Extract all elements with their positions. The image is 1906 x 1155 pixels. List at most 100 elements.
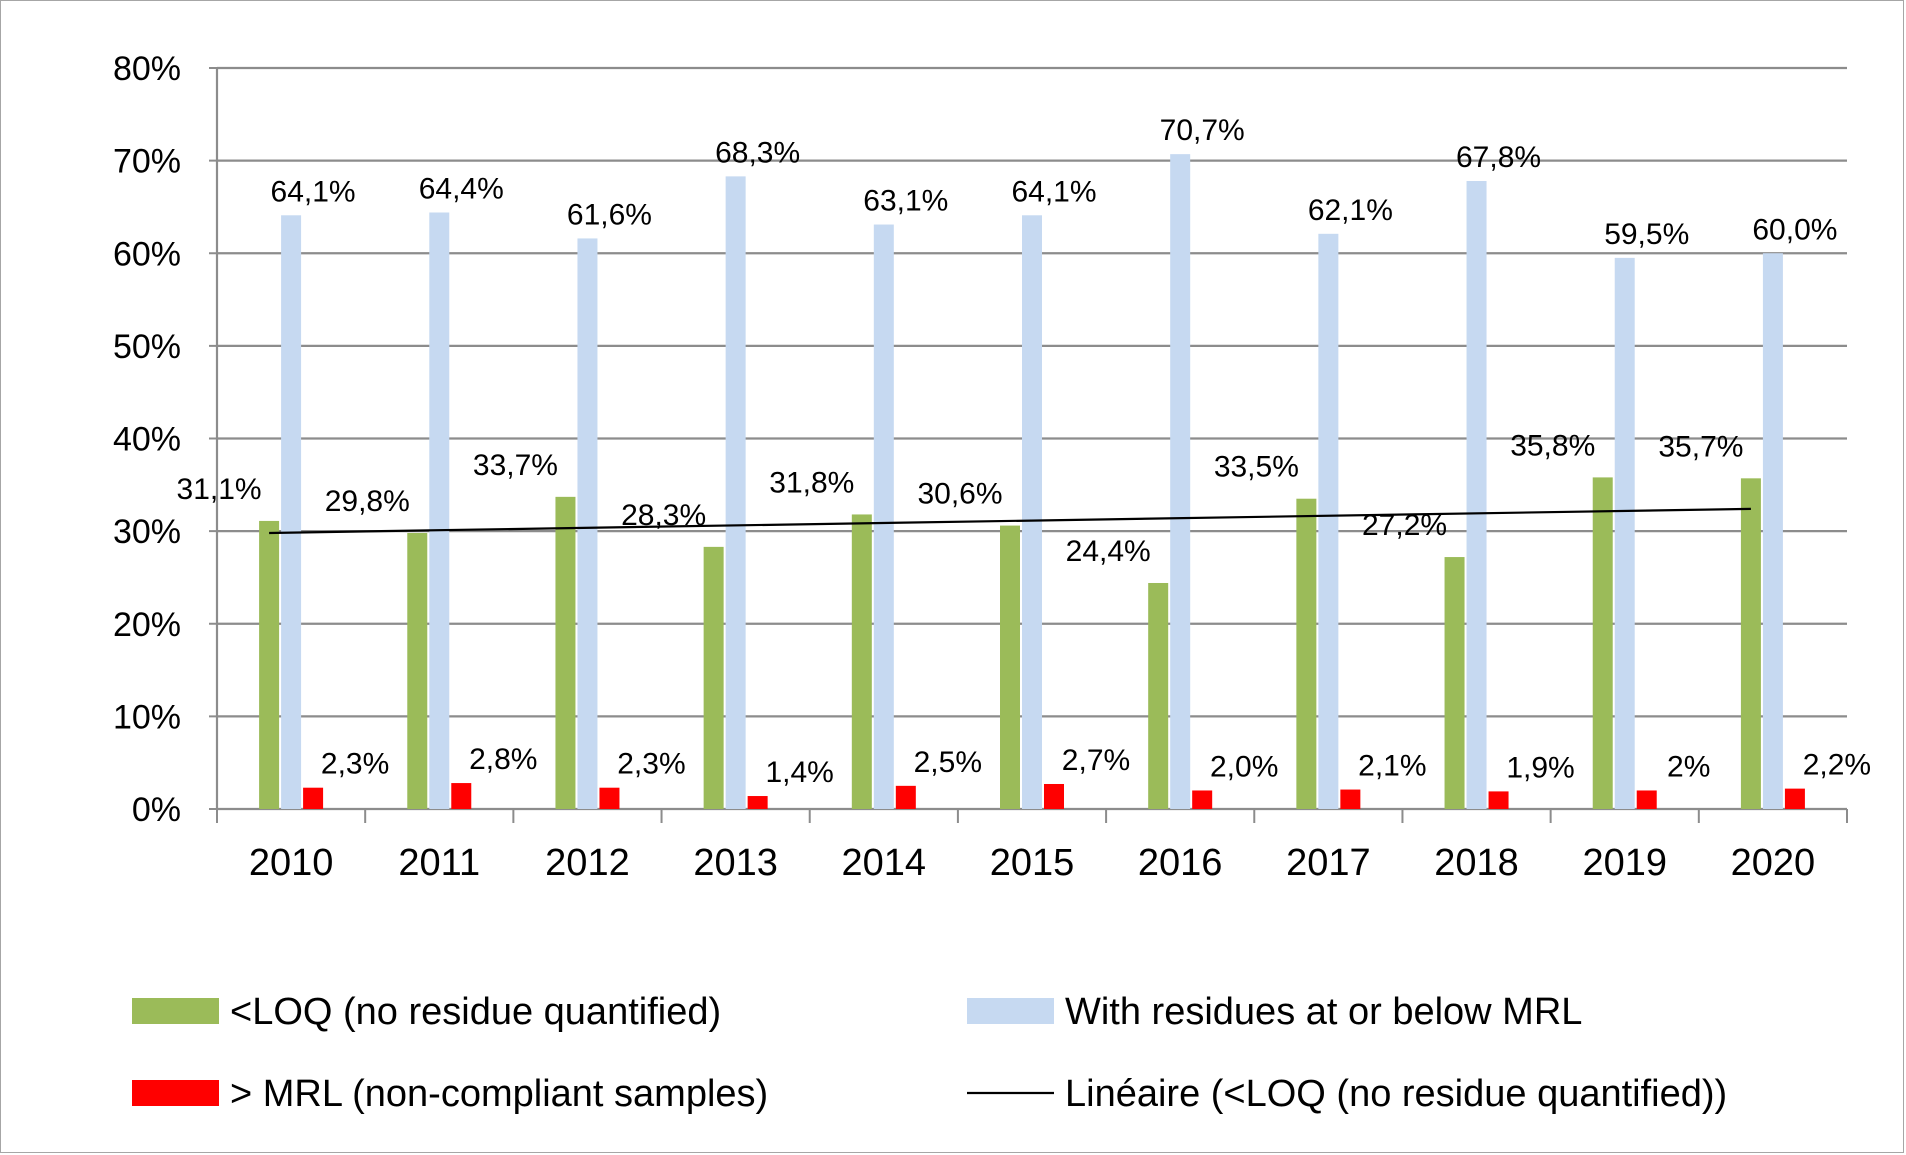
data-label: 1,4%	[765, 756, 833, 789]
bar	[1762, 253, 1783, 809]
legend-item-mrl-above: > MRL (non-compliant samples)	[132, 1073, 768, 1115]
data-label: 2,3%	[617, 748, 685, 781]
y-tick-label: 80%	[113, 50, 181, 88]
bar	[703, 546, 724, 809]
bar	[1000, 525, 1020, 809]
data-label: 2,3%	[321, 748, 389, 781]
data-label: 61,6%	[567, 198, 652, 231]
data-label: 59,5%	[1604, 218, 1689, 251]
data-label: 33,5%	[1214, 451, 1299, 484]
x-tick-label: 2016	[1138, 842, 1223, 884]
legend-label: <LOQ (no residue quantified)	[230, 991, 721, 1033]
x-tick-label: 2013	[693, 842, 778, 884]
legend-swatch	[967, 998, 1054, 1024]
y-tick-label: 20%	[113, 606, 181, 644]
legend-item-mrl-below: With residues at or below MRL	[967, 991, 1582, 1033]
y-tick-label: 70%	[113, 143, 181, 181]
bar	[1592, 477, 1613, 809]
y-tick-label: 10%	[113, 698, 181, 736]
bar	[1318, 233, 1339, 809]
data-label: 2,8%	[469, 743, 537, 776]
bar	[1296, 498, 1317, 809]
bar	[1170, 154, 1191, 810]
y-tick-label: 0%	[132, 791, 181, 829]
x-tick-label: 2010	[249, 842, 334, 884]
bar	[1044, 783, 1064, 809]
x-tick-label: 2011	[398, 842, 480, 884]
x-tick-label: 2019	[1582, 842, 1667, 884]
data-label: 64,4%	[419, 172, 504, 205]
bar	[1740, 478, 1761, 809]
data-label: 35,8%	[1510, 429, 1595, 462]
data-label: 29,8%	[325, 485, 410, 518]
bar	[407, 532, 428, 809]
bar	[429, 212, 450, 809]
bar	[1022, 215, 1042, 809]
bar	[1784, 788, 1805, 809]
data-label: 68,3%	[715, 136, 800, 169]
data-label: 2,5%	[914, 746, 982, 779]
x-tick-label: 2020	[1731, 842, 1816, 884]
data-label: 2,2%	[1803, 749, 1871, 782]
data-label: 64,1%	[271, 175, 356, 208]
bar	[1488, 791, 1509, 809]
bar	[747, 796, 768, 809]
bar	[873, 224, 894, 809]
data-label: 67,8%	[1456, 141, 1541, 174]
bar	[281, 215, 302, 809]
bar	[1466, 181, 1487, 809]
x-tick-label: 2018	[1434, 842, 1519, 884]
legend-label: Linéaire (<LOQ (no residue quantified))	[1065, 1073, 1727, 1115]
legend-label: > MRL (non-compliant samples)	[230, 1073, 768, 1115]
data-label: 2%	[1667, 750, 1710, 783]
bar	[1444, 557, 1465, 809]
bar-layer	[259, 154, 1805, 810]
data-label: 31,1%	[177, 473, 262, 506]
y-tick-label: 50%	[113, 328, 181, 366]
axis-layer: 0% 10% 20% 30% 40% 50% 60% 70% 80% 2010 2011 2012 20…	[113, 50, 1848, 884]
legend-item-trendline: Linéaire (<LOQ (no residue quantified))	[967, 1073, 1727, 1115]
bar	[599, 787, 620, 809]
data-label: 1,9%	[1506, 751, 1574, 784]
trendline	[269, 507, 1751, 535]
data-label: 63,1%	[863, 185, 948, 218]
bar	[725, 176, 746, 810]
data-label: 62,1%	[1308, 194, 1393, 227]
x-tick-label: 2017	[1286, 842, 1371, 884]
y-tick-label: 40%	[113, 421, 181, 459]
data-label: 70,7%	[1160, 114, 1245, 147]
x-tick-label: 2014	[842, 842, 927, 884]
bar	[577, 238, 598, 809]
bar	[851, 514, 872, 809]
data-label: 2,0%	[1210, 750, 1278, 783]
data-label: 28,3%	[621, 499, 706, 532]
y-tick-label: 60%	[113, 235, 181, 273]
bar	[555, 496, 576, 809]
data-label: 33,7%	[473, 449, 558, 482]
data-label: 30,6%	[917, 478, 1002, 511]
bar	[259, 520, 280, 809]
data-label: 31,8%	[769, 466, 854, 499]
data-label: 24,4%	[1066, 535, 1151, 568]
bar	[1614, 257, 1635, 810]
label-layer: 31,1% 29,8% 33,7% 28,3% 31,8% 30,6% 24,4% 33,5%…	[177, 114, 1872, 789]
legend-layer: <LOQ (no residue quantified) With residue…	[132, 991, 1727, 1115]
x-tick-label: 2015	[990, 842, 1075, 884]
data-label: 60,0%	[1752, 213, 1837, 246]
legend-item-loq: <LOQ (no residue quantified)	[132, 991, 721, 1033]
bar	[895, 785, 916, 809]
legend-swatch	[132, 1080, 219, 1106]
bar	[303, 787, 324, 809]
bar	[1340, 789, 1361, 809]
bar	[451, 783, 472, 809]
x-tick-label: 2012	[545, 842, 630, 884]
data-label: 2,7%	[1062, 744, 1130, 777]
bar	[1192, 790, 1213, 809]
trend-layer	[269, 507, 1751, 535]
bar	[1636, 790, 1657, 809]
legend-label: With residues at or below MRL	[1065, 991, 1582, 1033]
legend-swatch	[132, 998, 219, 1024]
data-label: 2,1%	[1358, 750, 1426, 783]
